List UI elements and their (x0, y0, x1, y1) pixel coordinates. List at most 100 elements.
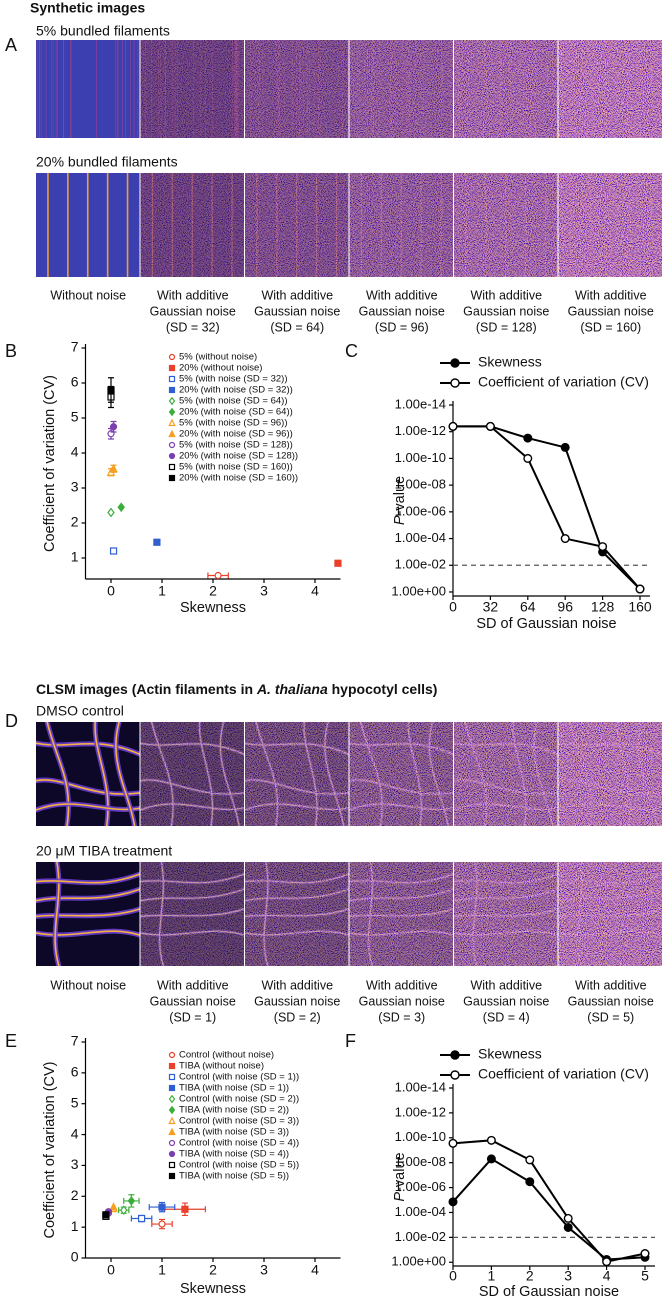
noise (349, 722, 453, 826)
noise (349, 862, 453, 966)
image-caption: Without noise (50, 288, 126, 302)
image-caption: (SD = 64) (270, 320, 324, 334)
image-panel (36, 173, 140, 277)
marker (560, 534, 570, 544)
y-tick-label: 1.00e-06 (395, 1179, 446, 1194)
legend-label: TIBA (with noise (SD = 1)) (179, 1083, 289, 1094)
marker (602, 1257, 612, 1267)
image-panel (36, 40, 140, 138)
marker (102, 1211, 110, 1219)
legend-label: 20% (with noise (SD = 32)) (179, 385, 293, 396)
marker (181, 1205, 189, 1213)
image-caption: With additive (470, 978, 542, 992)
x-tick-label: 3 (260, 583, 268, 599)
x-tick-label: 0 (107, 1262, 115, 1278)
x-tick-label: 4 (311, 583, 319, 599)
legend-marker (168, 441, 176, 449)
y-tick-label: 1.00e-02 (395, 557, 446, 572)
legend-label: 5% (with noise (SD = 128)) (179, 440, 293, 451)
image-caption: With additive (157, 288, 229, 302)
noise (454, 722, 558, 826)
series-line (453, 425, 641, 590)
row-label: DMSO control (36, 703, 124, 719)
marker (448, 1138, 458, 1148)
image-panel (558, 173, 662, 277)
image-caption: Gaussian noise (254, 304, 340, 318)
filament (94, 722, 109, 826)
y-tick-label: 0 (71, 1249, 79, 1265)
y-tick-label: 5 (71, 1094, 79, 1110)
marker (109, 547, 118, 555)
y-tick-label: 7 (71, 1033, 79, 1049)
marker (640, 1249, 650, 1259)
y-tick-label: 1.00e-08 (395, 1154, 446, 1169)
x-axis-label: Skewness (180, 1281, 246, 1297)
legend-marker (168, 1051, 176, 1059)
legend-label: 5% (with noise (SD = 160)) (179, 462, 293, 473)
legend-label: Coefficient of variation (CV) (478, 1066, 649, 1082)
title-part: A. thaliana (256, 681, 328, 697)
legend-label: Control (with noise (SD = 3)) (179, 1116, 299, 1127)
legend-marker (168, 1105, 176, 1115)
marker (117, 502, 125, 513)
row-label: 20% bundled filaments (36, 154, 178, 170)
image-caption: With additive (575, 978, 647, 992)
legend-label: Control (with noise (SD = 4)) (179, 1138, 299, 1149)
noise (245, 722, 349, 826)
y-tick-label: 4 (71, 444, 79, 460)
filament (54, 862, 60, 966)
legend-marker (450, 1070, 460, 1080)
panel-label: C (345, 341, 358, 361)
image-panel (454, 722, 558, 826)
marker (109, 1202, 118, 1211)
y-tick-label: 1.00e-04 (395, 530, 446, 545)
marker (448, 421, 458, 431)
legend-label: 20% (with noise (SD = 64)) (179, 407, 293, 418)
legend-label: Coefficient of variation (CV) (478, 374, 649, 390)
image-caption: (SD = 5) (587, 1010, 634, 1024)
legend-marker (168, 396, 176, 406)
filament (36, 908, 140, 918)
marker (127, 1196, 136, 1206)
legend-label: 20% (with noise (SD = 128)) (179, 451, 298, 462)
image-caption: Gaussian noise (254, 994, 340, 1008)
x-tick-label: 0 (449, 1268, 457, 1284)
legend-marker (168, 1094, 176, 1104)
marker (107, 386, 115, 394)
image-panel (245, 722, 349, 826)
y-axis-label: P-value (392, 1152, 408, 1201)
y-tick-label: 1.00e-12 (395, 1104, 446, 1119)
x-axis-label: Skewness (180, 600, 246, 616)
noise (140, 40, 244, 138)
image-panel (349, 722, 453, 826)
legend-marker (168, 1062, 176, 1070)
image-caption: (SD = 4) (483, 1010, 530, 1024)
y-axis-label: P-value (392, 476, 408, 525)
section-title: Synthetic images (30, 0, 145, 16)
legend-label: Control (with noise (SD = 2)) (179, 1094, 299, 1105)
legend-marker (168, 1084, 176, 1092)
noise (454, 40, 558, 138)
legend-label: TIBA (without noise) (179, 1061, 264, 1072)
marker (525, 1177, 535, 1187)
legend-marker (168, 418, 176, 427)
image-panel (558, 862, 662, 966)
legend-label: 20% (with noise (SD = 160)) (179, 473, 298, 484)
y-tick-label: 3 (71, 1156, 79, 1172)
y-tick-label: 6 (71, 374, 79, 390)
legend-marker (168, 364, 176, 372)
title-part: CLSM images (Actin filaments in (36, 681, 257, 697)
legend-marker (168, 1172, 176, 1180)
image-panel (349, 173, 453, 277)
y-axis-label-text: -value (392, 1152, 408, 1192)
x-tick-label: 64 (520, 599, 536, 615)
y-tick-label: 1.00e-14 (395, 1079, 446, 1094)
image-caption: (SD = 128) (476, 320, 537, 334)
y-tick-label: 7 (71, 339, 79, 355)
legend-marker (168, 386, 176, 394)
legend-label: Skewness (478, 1046, 542, 1062)
x-tick-label: 3 (260, 1262, 268, 1278)
marker (119, 1205, 128, 1216)
image-caption: With additive (366, 288, 438, 302)
